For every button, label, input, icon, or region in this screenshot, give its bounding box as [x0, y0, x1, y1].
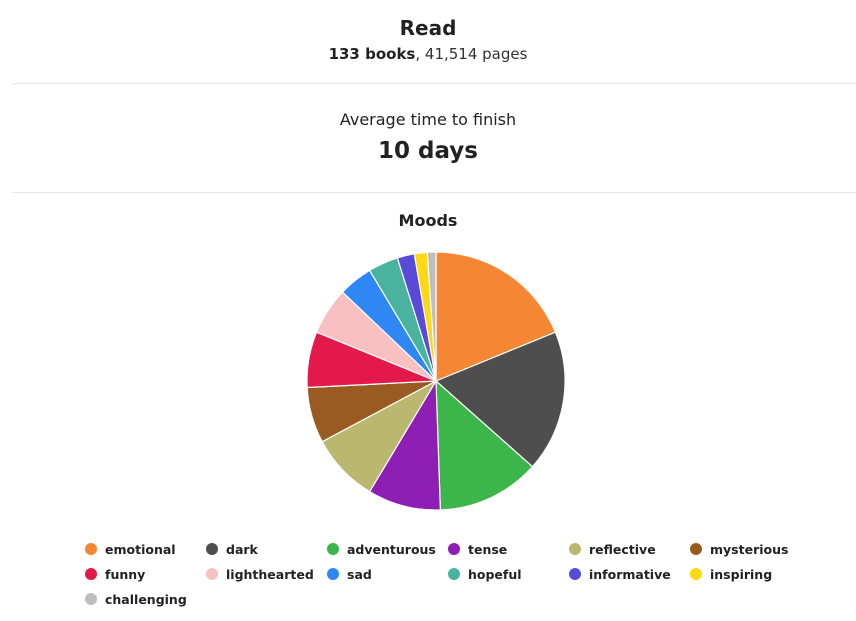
- legend-label: hopeful: [468, 566, 522, 582]
- legend-label: challenging: [105, 591, 187, 607]
- legend-item-dark[interactable]: dark: [206, 539, 258, 559]
- legend-item-reflective[interactable]: reflective: [569, 539, 656, 559]
- legend-label: inspiring: [710, 566, 773, 582]
- legend-item-emotional[interactable]: emotional: [85, 539, 176, 559]
- read-books-count: 133 books: [328, 45, 416, 63]
- legend-color-swatch: [327, 543, 339, 555]
- pie-slice-dark[interactable]: [434, 331, 566, 468]
- read-summary: 133 books, 41,514 pages: [0, 45, 856, 63]
- legend-item-mysterious[interactable]: mysterious: [690, 539, 788, 559]
- legend-item-informative[interactable]: informative: [569, 564, 671, 584]
- legend-color-swatch: [327, 568, 339, 580]
- legend-label: emotional: [105, 541, 176, 557]
- pie-slice-adventurous[interactable]: [435, 379, 534, 511]
- legend-label: reflective: [589, 541, 656, 557]
- legend-label: lighthearted: [226, 566, 314, 582]
- legend-color-swatch: [569, 543, 581, 555]
- legend-color-swatch: [690, 568, 702, 580]
- legend-color-swatch: [206, 543, 218, 555]
- legend-item-funny[interactable]: funny: [85, 564, 145, 584]
- moods-pie-chart: [306, 251, 566, 511]
- average-time-value: 10 days: [378, 138, 478, 164]
- legend-item-adventurous[interactable]: adventurous: [327, 539, 436, 559]
- divider: [13, 192, 856, 193]
- legend-item-hopeful[interactable]: hopeful: [448, 564, 522, 584]
- legend-label: informative: [589, 566, 671, 582]
- legend-label: dark: [226, 541, 258, 557]
- pie-slice-emotional[interactable]: [435, 251, 557, 382]
- legend-item-sad[interactable]: sad: [327, 564, 372, 584]
- legend-color-swatch: [85, 568, 97, 580]
- legend-color-swatch: [448, 543, 460, 555]
- legend-item-lighthearted[interactable]: lighthearted: [206, 564, 314, 584]
- average-time-label: Average time to finish: [339, 110, 517, 129]
- read-pages-count: , 41,514 pages: [415, 45, 528, 63]
- legend-color-swatch: [85, 543, 97, 555]
- legend-color-swatch: [569, 568, 581, 580]
- legend-color-swatch: [690, 543, 702, 555]
- legend-item-tense[interactable]: tense: [448, 539, 507, 559]
- moods-chart-title: Moods: [398, 211, 458, 230]
- legend-label: tense: [468, 541, 508, 557]
- legend-color-swatch: [206, 568, 218, 580]
- legend-color-swatch: [85, 593, 97, 605]
- legend-label: adventurous: [347, 541, 436, 557]
- read-title: Read: [399, 16, 457, 40]
- legend-item-challenging[interactable]: challenging: [85, 589, 187, 609]
- legend-label: funny: [105, 566, 146, 582]
- legend-item-inspiring[interactable]: inspiring: [690, 564, 772, 584]
- pie-slice-challenging[interactable]: [426, 251, 437, 382]
- legend-label: sad: [347, 566, 372, 582]
- legend-label: mysterious: [710, 541, 789, 557]
- legend-color-swatch: [448, 568, 460, 580]
- divider: [13, 83, 856, 84]
